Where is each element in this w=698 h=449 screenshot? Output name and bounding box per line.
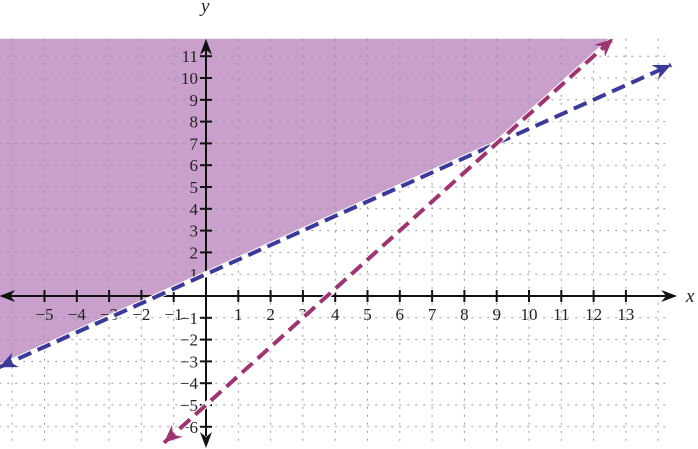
- y-tick-label: 1: [190, 265, 199, 284]
- y-tick-label: −2: [180, 331, 198, 350]
- x-tick-label: −1: [165, 305, 183, 324]
- y-tick-label: 9: [190, 91, 199, 110]
- y-tick-label: 5: [190, 178, 199, 197]
- x-tick-label: 5: [363, 305, 372, 324]
- x-tick-label: 7: [428, 305, 437, 324]
- x-tick-label: 4: [331, 305, 340, 324]
- line-2-arrowhead: [164, 424, 183, 443]
- x-tick-label: −2: [132, 305, 150, 324]
- line-2-arrowhead: [594, 38, 613, 57]
- y-tick-label: 4: [190, 200, 199, 219]
- y-tick-label: −3: [180, 352, 198, 371]
- x-axis-label: x: [685, 286, 695, 307]
- x-tick-label: 12: [585, 305, 602, 324]
- y-tick-label: 2: [190, 243, 199, 262]
- x-tick-label: −5: [35, 305, 53, 324]
- x-tick-label: 13: [617, 305, 634, 324]
- y-tick-label: 8: [190, 113, 199, 132]
- y-axis-arrow-up: [200, 38, 212, 55]
- y-tick-label: 7: [190, 134, 199, 153]
- y-tick-label: −1: [180, 309, 198, 328]
- line-1: [0, 63, 672, 370]
- x-tick-label: −4: [68, 305, 87, 324]
- x-tick-label: 11: [553, 305, 569, 324]
- x-axis-arrow-left: [0, 290, 16, 302]
- y-tick-label: 3: [190, 222, 199, 241]
- x-axis-arrow-right: [661, 290, 678, 302]
- y-tick-label: 11: [182, 47, 198, 66]
- x-tick-label: 8: [460, 305, 469, 324]
- line-1-arrowhead: [0, 352, 19, 368]
- x-tick-label: 1: [234, 305, 243, 324]
- line-1-arrowhead: [651, 64, 672, 80]
- line-2: [162, 37, 615, 445]
- y-tick-label: 10: [181, 69, 198, 88]
- x-tick-label: 2: [266, 305, 275, 324]
- x-tick-label: 9: [492, 305, 501, 324]
- x-tick-label: 10: [521, 305, 538, 324]
- y-axis-label: y: [199, 0, 210, 17]
- y-tick-label: 6: [190, 156, 199, 175]
- x-tick-label: 6: [396, 305, 405, 324]
- y-tick-label: −4: [180, 374, 199, 393]
- y-axis-arrow-down: [200, 432, 212, 449]
- y-tick-label: −5: [180, 396, 198, 415]
- shaded-region: [0, 38, 615, 367]
